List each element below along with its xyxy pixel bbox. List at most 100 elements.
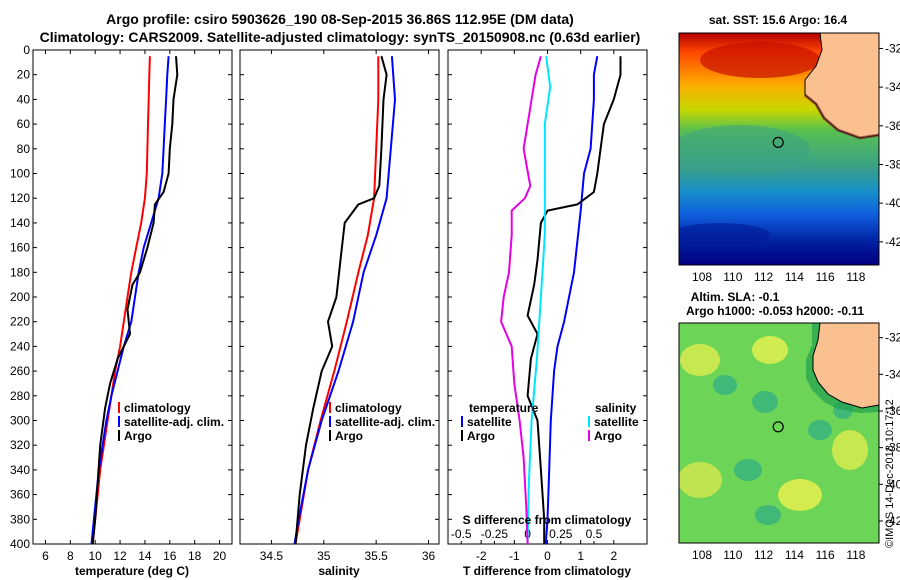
map-y-tick-label: -34 xyxy=(885,367,900,381)
y-tick-label: 360 xyxy=(10,488,30,502)
x-tick-label: 10 xyxy=(89,549,103,563)
map-y-tick-label: -38 xyxy=(885,441,900,455)
y-tick-label: 20 xyxy=(17,68,31,82)
sst-map-title: sat. SST: 15.6 Argo: 16.4 xyxy=(709,13,848,27)
difference-xlabel: T difference from climatology xyxy=(463,564,631,578)
x-tick-label: 16 xyxy=(163,549,177,563)
s-x-tick-label: 0.5 xyxy=(586,527,603,541)
sla-land xyxy=(812,323,879,409)
map-x-tick-label: 114 xyxy=(785,548,804,562)
y-tick-label: 380 xyxy=(10,512,30,526)
y-tick-label: 240 xyxy=(10,339,30,353)
s-x-tick-label: 0.25 xyxy=(549,527,573,541)
map-x-tick-label: 110 xyxy=(723,548,742,562)
salinity-legend: climatology satellite-adj. clim. Argo xyxy=(329,401,435,443)
sla-map-title-2: Argo h1000: -0.053 h2000: -0.11 xyxy=(686,304,864,318)
series-argo xyxy=(294,55,388,544)
map-x-tick-label: 116 xyxy=(816,548,835,562)
s-x-tick-label: -0.25 xyxy=(481,527,509,541)
salinity-panel-series xyxy=(293,55,396,544)
watermark: ©IMOS 14-Dec-2018 10:17:12 xyxy=(884,399,896,548)
x-tick-label: 34.5 xyxy=(260,549,284,563)
y-tick-label: 100 xyxy=(10,167,30,181)
figure-title-line2: Climatology: CARS2009. Satellite-adjuste… xyxy=(40,29,641,45)
figure-title-line1: Argo profile: csiro 5903626_190 08-Sep-2… xyxy=(106,11,574,27)
map-y-tick-label: -32 xyxy=(885,41,900,55)
temperature-legend: climatology satellite-adj. clim. Argo xyxy=(118,401,224,443)
map-x-tick-label: 108 xyxy=(692,548,712,562)
x-tick-label: 2 xyxy=(610,549,617,563)
sla-map-field xyxy=(679,323,879,543)
legend-argo: Argo xyxy=(124,429,152,443)
series-satellite-adj-clim- xyxy=(293,56,396,544)
map-y-tick-label: -32 xyxy=(885,331,900,345)
y-tick-label: 400 xyxy=(10,537,30,551)
temperature-axes-frame xyxy=(32,49,233,545)
map-y-tick-label: -34 xyxy=(885,80,900,94)
legend-argo: Argo xyxy=(335,429,363,443)
sla-low-patch xyxy=(713,375,737,395)
legend-satellite: satellite-adj. clim. xyxy=(335,415,435,429)
y-tick-label: 120 xyxy=(10,191,30,205)
series-layer xyxy=(90,55,622,544)
sst-mid-patch xyxy=(679,125,810,175)
sst-map-frame xyxy=(678,32,880,266)
x-tick-label: 8 xyxy=(67,549,74,563)
temperature-xlabel: temperature (deg C) xyxy=(75,564,189,578)
salinity-axes-frame xyxy=(239,49,440,545)
legend-t-satellite: satellite xyxy=(467,415,512,429)
y-tick-label: 160 xyxy=(10,241,30,255)
sst-warm-patch xyxy=(700,42,820,78)
sla-low-patch xyxy=(808,420,832,440)
legend-temperature-title: temperature xyxy=(469,401,539,415)
sla-map-frame xyxy=(678,322,880,544)
y-tick-label: 200 xyxy=(10,290,30,304)
legend-t-argo: Argo xyxy=(467,429,495,443)
map-x-tick-label: 118 xyxy=(846,270,865,284)
x-tick-label: 20 xyxy=(213,549,227,563)
y-tick-label: 220 xyxy=(10,315,30,329)
sla-map-title-1: Altim. SLA: -0.1 xyxy=(691,290,780,304)
salinity-xlabel: salinity xyxy=(318,564,360,578)
map-x-tick-label: 114 xyxy=(785,270,804,284)
sla-high-patch xyxy=(680,344,720,376)
series-climatology xyxy=(91,56,151,544)
y-tick-label: 80 xyxy=(17,142,31,156)
s-x-tick-label: -0.5 xyxy=(451,527,472,541)
sla-high-patch xyxy=(679,462,722,498)
y-tick-label: 60 xyxy=(17,117,31,131)
map-x-tick-label: 110 xyxy=(723,270,742,284)
map-x-tick-label: 112 xyxy=(754,548,773,562)
y-tick-label: 180 xyxy=(10,265,30,279)
sla-low-patch xyxy=(734,459,762,481)
map-x-tick-label: 116 xyxy=(816,270,835,284)
legend-satellite: satellite-adj. clim. xyxy=(124,415,224,429)
s-difference-label: S difference from climatology xyxy=(463,513,632,527)
map-y-tick-label: -38 xyxy=(885,157,900,171)
sla-low-patch xyxy=(752,391,778,413)
difference-panel-series xyxy=(500,55,622,544)
legend-salinity-title: salinity xyxy=(595,401,637,415)
x-tick-label: 36 xyxy=(422,549,436,563)
temperature-panel-series xyxy=(90,56,179,544)
map-y-tick-label: -36 xyxy=(885,404,900,418)
map-x-tick-label: 112 xyxy=(754,270,773,284)
sst-map-field xyxy=(679,33,879,265)
y-tick-label: 300 xyxy=(10,414,30,428)
x-tick-label: -1 xyxy=(509,549,520,563)
map-y-tick-label: -40 xyxy=(885,477,900,491)
x-tick-label: 6 xyxy=(42,549,49,563)
legend-climatology: climatology xyxy=(124,401,191,415)
difference-legend: temperature satellite Argo salinity sate… xyxy=(461,401,639,443)
map-y-tick-label: -36 xyxy=(885,119,900,133)
series-t-satellite xyxy=(544,56,599,544)
y-tick-label: 140 xyxy=(10,216,30,230)
x-tick-label: 0 xyxy=(544,549,551,563)
x-tick-label: -2 xyxy=(476,549,487,563)
series-t-argo xyxy=(526,56,622,544)
series-s-satellite xyxy=(526,56,552,544)
x-tick-label: 12 xyxy=(113,549,127,563)
map-y-tick-label: -42 xyxy=(885,514,900,528)
map-x-tick-label: 108 xyxy=(692,270,712,284)
